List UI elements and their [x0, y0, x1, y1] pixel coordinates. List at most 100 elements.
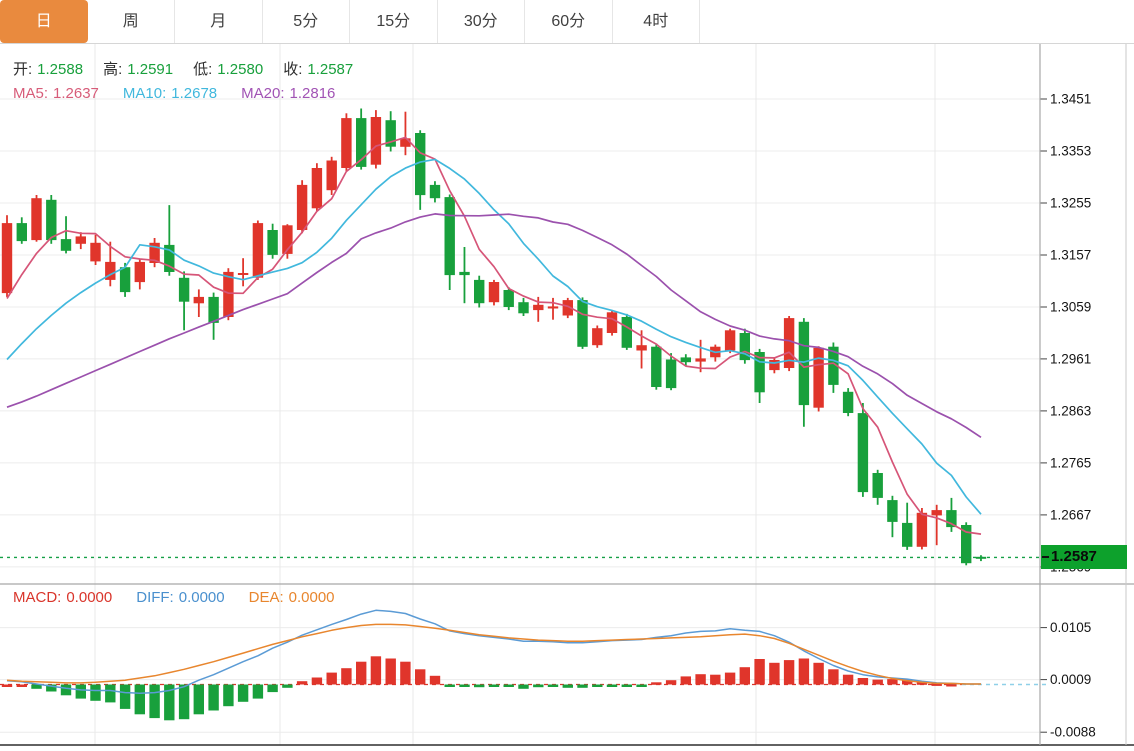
candle	[341, 118, 352, 168]
macd-histogram-bar	[444, 684, 455, 687]
candle	[208, 296, 219, 323]
macd-histogram-bar	[193, 684, 204, 715]
tab-日[interactable]: 日	[0, 0, 88, 43]
macd-histogram-bar	[931, 683, 942, 686]
candle	[724, 330, 736, 351]
macd-histogram-bar	[90, 684, 101, 701]
candle	[134, 261, 145, 283]
price-axis-label: 1.3255	[1050, 196, 1091, 211]
macd-histogram-bar	[178, 684, 190, 720]
candle	[518, 302, 529, 314]
macd-histogram-bar	[60, 684, 72, 696]
candle	[193, 296, 204, 304]
candle	[474, 279, 485, 304]
macd-histogram-bar	[902, 679, 913, 685]
macd-histogram-bar	[636, 684, 647, 687]
macd-histogram-bar	[916, 682, 928, 685]
macd-histogram-bar	[518, 684, 529, 689]
candle	[296, 184, 308, 230]
ma5-line	[6, 136, 982, 535]
candle	[488, 282, 500, 303]
macd-histogram-bar	[282, 684, 293, 688]
tab-4时[interactable]: 4时	[612, 0, 700, 43]
candle	[887, 500, 898, 522]
candle	[90, 242, 101, 262]
candle	[931, 510, 942, 516]
macd-histogram-bar	[164, 684, 175, 721]
macd-histogram-bar	[621, 684, 632, 687]
macd-histogram-bar	[75, 684, 86, 699]
candle	[178, 277, 190, 302]
candle	[119, 267, 131, 293]
macd-histogram-bar	[946, 684, 957, 687]
macd-histogram-bar	[400, 661, 411, 685]
macd-histogram-bar	[783, 660, 795, 685]
candle	[636, 345, 647, 351]
candle	[798, 321, 810, 406]
macd-histogram-bar	[606, 684, 618, 687]
candle	[164, 244, 175, 272]
macd-legend: MACD: 0.0000 DIFF: 0.0000 DEA: 0.0000	[13, 589, 335, 606]
candle	[547, 306, 559, 309]
tab-60分[interactable]: 60分	[525, 0, 613, 43]
ma20-line	[6, 213, 982, 439]
macd-histogram-bar	[680, 676, 691, 685]
tab-15分[interactable]: 15分	[350, 0, 438, 43]
candle	[680, 357, 691, 363]
ma10-value: MA10: 1.2678	[122, 85, 218, 102]
candle	[400, 138, 411, 147]
candle	[872, 473, 883, 498]
candle	[237, 273, 249, 275]
ma20-value: MA20: 1.2816	[241, 85, 336, 102]
macd-histogram-bar	[562, 684, 573, 688]
macd-histogram-bar	[267, 684, 278, 693]
macd-histogram-bar	[341, 668, 352, 685]
price-axis-label: 1.3059	[1050, 300, 1091, 315]
macd-histogram-bar	[105, 684, 116, 703]
candle	[828, 346, 839, 385]
price-axis-label: 1.3157	[1050, 248, 1091, 263]
macd-axis-label: -0.0088	[1050, 725, 1096, 740]
timeframe-tab-bar: 日周月 5分 15分 30分 60分 4时	[0, 0, 1134, 44]
macd-histogram-bar	[547, 684, 559, 687]
candle	[415, 133, 426, 196]
price-axis-label: 1.2863	[1050, 403, 1091, 418]
price-axis-label: 1.2961	[1050, 351, 1091, 366]
diff-value: DIFF: 0.0000	[136, 589, 225, 606]
candle	[946, 510, 957, 528]
macd-histogram-bar	[119, 684, 131, 709]
macd-histogram-bar	[474, 684, 485, 688]
low-value: 低: 1.2580	[193, 61, 264, 78]
open-value: 开: 1.2588	[13, 61, 84, 78]
candle	[606, 312, 618, 333]
macd-histogram-bar	[842, 674, 854, 685]
dea-value: DEA: 0.0000	[248, 589, 335, 606]
close-value: 收: 1.2587	[283, 61, 354, 78]
macd-histogram-bar	[459, 684, 470, 687]
macd-histogram-bar	[134, 684, 145, 715]
macd-histogram-bar	[710, 674, 721, 685]
candle	[813, 347, 824, 408]
tab-月[interactable]: 月	[175, 0, 263, 43]
macd-histogram-bar	[237, 684, 249, 702]
macd-histogram-bar	[370, 656, 382, 685]
candle	[503, 290, 514, 307]
macd-histogram-bar	[46, 684, 57, 692]
macd-histogram-bar	[577, 684, 588, 688]
candle	[356, 118, 367, 167]
macd-histogram-bar	[533, 684, 544, 688]
macd-histogram-bar	[296, 681, 308, 685]
candle	[769, 360, 780, 371]
tab-30分[interactable]: 30分	[437, 0, 525, 43]
macd-histogram-bar	[16, 684, 27, 687]
ma-legend: MA5: 1.2637 MA10: 1.2678 MA20: 1.2816	[13, 85, 335, 102]
tab-5分[interactable]: 5分	[262, 0, 350, 43]
candle	[282, 225, 293, 254]
price-axis-label: 1.2765	[1050, 455, 1091, 470]
ma10-line	[6, 158, 982, 515]
macd-histogram-bar	[813, 662, 824, 685]
candle	[1, 223, 13, 294]
tab-周[interactable]: 周	[87, 0, 175, 43]
candle	[459, 271, 470, 276]
